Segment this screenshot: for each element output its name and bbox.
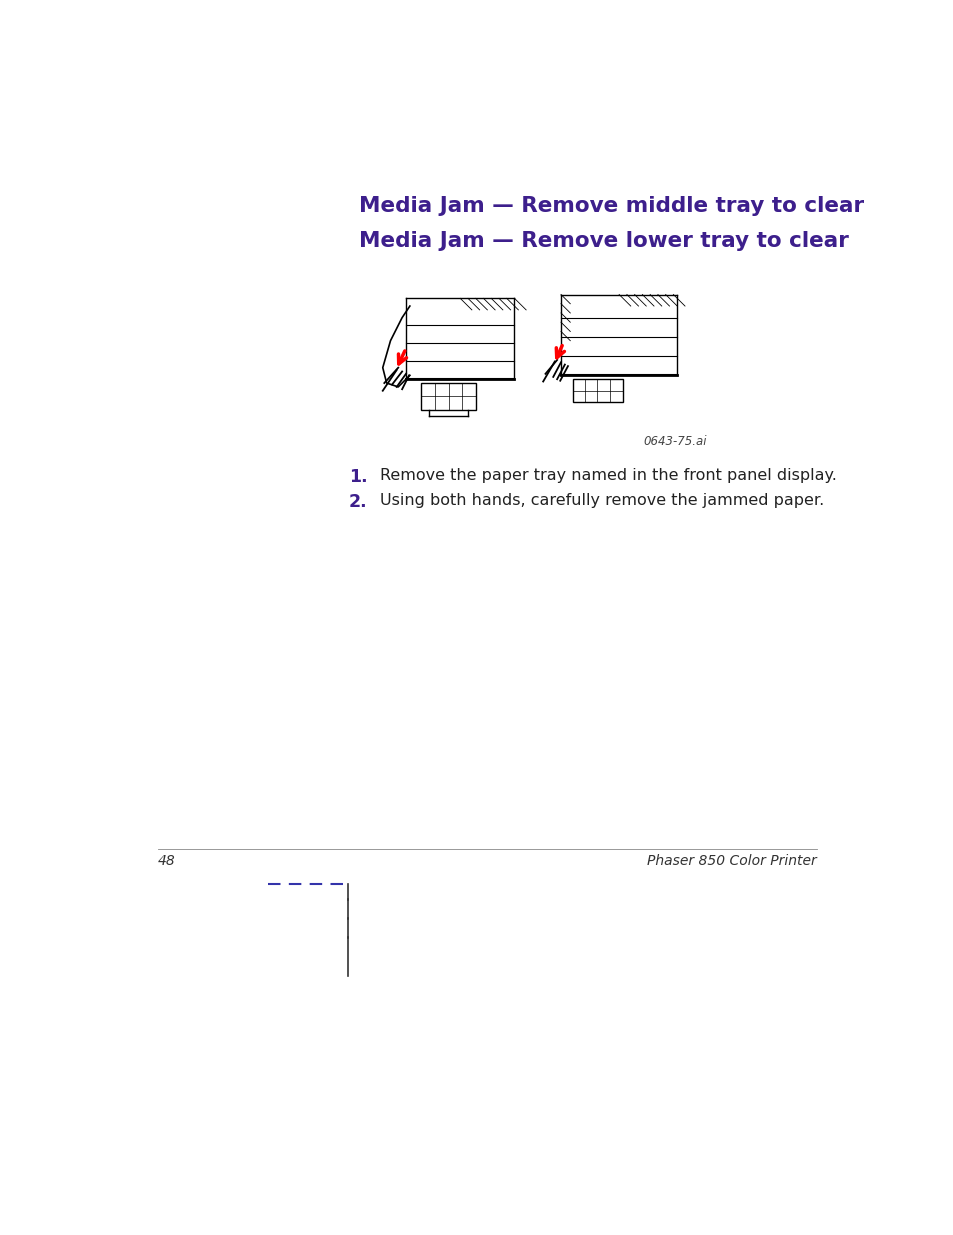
- Text: Phaser 850 Color Printer: Phaser 850 Color Printer: [646, 853, 816, 867]
- Text: 1.: 1.: [348, 468, 367, 485]
- Text: Using both hands, carefully remove the jammed paper.: Using both hands, carefully remove the j…: [379, 493, 823, 508]
- Bar: [572, 379, 622, 403]
- Text: Media Jam — Remove lower tray to clear: Media Jam — Remove lower tray to clear: [359, 231, 848, 251]
- Text: 0643-75.ai: 0643-75.ai: [642, 435, 706, 447]
- Bar: [421, 383, 476, 410]
- Text: Remove the paper tray named in the front panel display.: Remove the paper tray named in the front…: [379, 468, 836, 483]
- Text: 48: 48: [158, 853, 175, 867]
- Text: Media Jam — Remove middle tray to clear: Media Jam — Remove middle tray to clear: [359, 196, 863, 216]
- Text: 2.: 2.: [348, 493, 367, 511]
